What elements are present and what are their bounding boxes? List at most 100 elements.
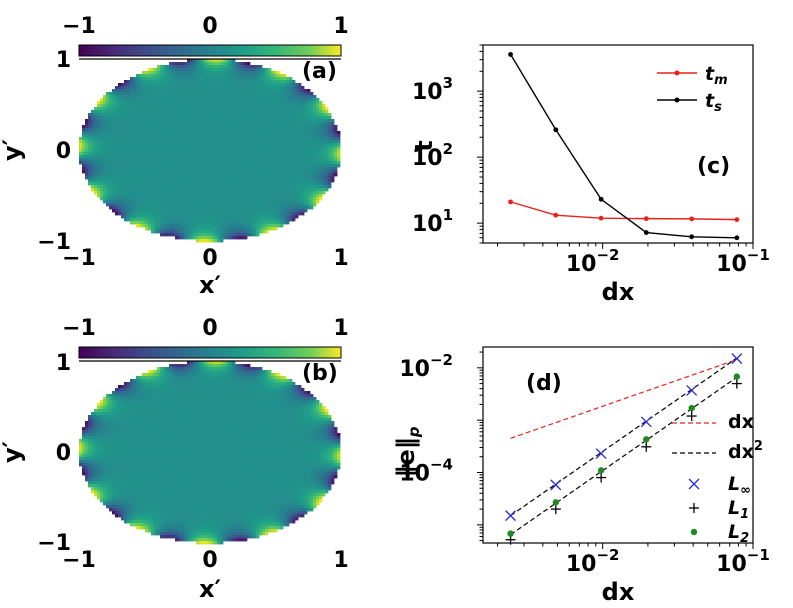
heatmap-cell <box>196 149 200 153</box>
heatmap-cell <box>208 236 212 240</box>
heatmap-cell <box>256 95 260 99</box>
heatmap-cell <box>184 230 188 234</box>
heatmap-cell <box>163 173 167 177</box>
heatmap-cell <box>226 191 230 195</box>
heatmap-cell <box>199 388 203 392</box>
heatmap-cell <box>268 86 272 90</box>
heatmap-cell <box>163 209 167 213</box>
heatmap-cell <box>163 370 167 374</box>
heatmap-cell <box>313 140 317 144</box>
heatmap-cell <box>229 370 233 374</box>
heatmap-cell <box>214 107 218 111</box>
heatmap-cell <box>247 134 251 138</box>
heatmap-cell <box>148 116 152 120</box>
heatmap-cell <box>160 86 164 90</box>
heatmap-cell <box>265 158 269 162</box>
heatmap-cell <box>187 185 191 189</box>
heatmap-cell <box>289 128 293 132</box>
heatmap-cell <box>214 173 218 177</box>
heatmap-cell <box>154 197 158 201</box>
heatmap-cell <box>109 116 113 120</box>
heatmap-cell <box>193 173 197 177</box>
heatmap-cell <box>133 137 137 141</box>
heatmap-cell <box>190 364 194 368</box>
heatmap-cell <box>229 86 233 90</box>
heatmap-cell <box>85 173 89 177</box>
heatmap-cell <box>160 182 164 186</box>
heatmap-cell <box>250 403 254 407</box>
heatmap-cell <box>199 400 203 404</box>
heatmap-cell <box>280 89 284 93</box>
heatmap-cell <box>247 182 251 186</box>
heatmap-cell <box>238 131 242 135</box>
heatmap-cell <box>217 122 221 126</box>
heatmap-cell <box>205 391 209 395</box>
heatmap-cell <box>274 92 278 96</box>
heatmap-cell <box>160 218 164 222</box>
heatmap-cell <box>241 227 245 231</box>
heatmap-cell <box>322 155 326 159</box>
heatmap-cell <box>184 68 188 72</box>
heatmap-cell <box>235 98 239 102</box>
heatmap-cell <box>151 71 155 75</box>
heatmap-cell <box>160 394 164 398</box>
heatmap-cell <box>250 143 254 147</box>
heatmap-cell <box>301 155 305 159</box>
heatmap-cell <box>283 149 287 153</box>
heatmap-cell <box>121 146 125 150</box>
heatmap-cell <box>304 131 308 135</box>
heatmap-cell <box>274 71 278 75</box>
heatmap-cell <box>283 209 287 213</box>
heatmap-cell <box>229 65 233 69</box>
heatmap-cell <box>139 155 143 159</box>
heatmap-cell <box>280 385 284 389</box>
heatmap-cell <box>136 391 140 395</box>
heatmap-cell <box>118 143 122 147</box>
heatmap-cell <box>127 203 131 207</box>
heatmap-cell <box>292 391 296 395</box>
heatmap-cell <box>163 74 167 78</box>
heatmap-cell <box>145 86 149 90</box>
heatmap-cell <box>106 191 110 195</box>
heatmap-cell <box>271 173 275 177</box>
heatmap-cell <box>121 185 125 189</box>
heatmap-cell <box>160 200 164 204</box>
heatmap-cell <box>223 224 227 228</box>
heatmap-cell <box>184 146 188 150</box>
heatmap-cell <box>145 218 149 222</box>
heatmap-cell <box>286 110 290 114</box>
heatmap-cell <box>226 215 230 219</box>
heatmap-cell <box>202 179 206 183</box>
heatmap-cell <box>139 146 143 150</box>
heatmap-cell <box>319 143 323 147</box>
heatmap-cell <box>88 137 92 141</box>
heatmap-cell <box>151 113 155 117</box>
heatmap-cell <box>277 373 281 377</box>
heatmap-cell <box>100 107 104 111</box>
heatmap-cell <box>115 143 119 147</box>
heatmap-cell <box>199 167 203 171</box>
heatmap-cell <box>256 80 260 84</box>
heatmap-cell <box>292 158 296 162</box>
heatmap-cell <box>241 373 245 377</box>
heatmap-cell <box>259 86 263 90</box>
heatmap-cell <box>181 218 185 222</box>
heatmap-cell <box>106 179 110 183</box>
heatmap-cell <box>91 140 95 144</box>
heatmap-cell <box>295 110 299 114</box>
heatmap-cell <box>250 185 254 189</box>
heatmap-cell <box>130 218 134 222</box>
heatmap-cell <box>310 182 314 186</box>
heatmap-cell <box>193 167 197 171</box>
heatmap-cell <box>142 197 146 201</box>
heatmap-cell <box>316 140 320 144</box>
heatmap-cell <box>184 89 188 93</box>
heatmap-cell <box>211 376 215 380</box>
heatmap-cell <box>130 179 134 183</box>
heatmap-cell <box>151 182 155 186</box>
heatmap-cell <box>244 191 248 195</box>
heatmap-cell <box>196 101 200 105</box>
heatmap-cell <box>136 382 140 386</box>
heatmap-cell <box>271 394 275 398</box>
heatmap-cell <box>202 149 206 153</box>
